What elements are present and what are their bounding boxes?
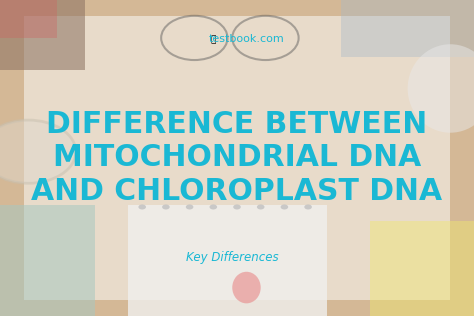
Text: DIFFERENCE BETWEEN
MITOCHONDRIAL DNA
AND CHLOROPLAST DNA: DIFFERENCE BETWEEN MITOCHONDRIAL DNA AND… (31, 110, 443, 206)
Circle shape (304, 204, 312, 210)
Ellipse shape (232, 272, 261, 303)
Bar (0, 0, 85, 70)
Circle shape (257, 204, 264, 210)
Text: Key Differences: Key Differences (186, 251, 279, 264)
Bar (128, 205, 327, 316)
Circle shape (186, 204, 193, 210)
Circle shape (233, 204, 241, 210)
Circle shape (162, 204, 170, 210)
Circle shape (281, 204, 288, 210)
Text: testbook.com: testbook.com (209, 34, 284, 45)
Circle shape (210, 204, 217, 210)
Bar (341, 0, 474, 57)
Bar (370, 221, 474, 316)
Circle shape (138, 204, 146, 210)
Circle shape (0, 120, 76, 183)
Bar (0, 205, 95, 316)
Ellipse shape (408, 44, 474, 133)
Text: 🔖: 🔖 (210, 35, 216, 44)
Bar (0, 0, 57, 38)
